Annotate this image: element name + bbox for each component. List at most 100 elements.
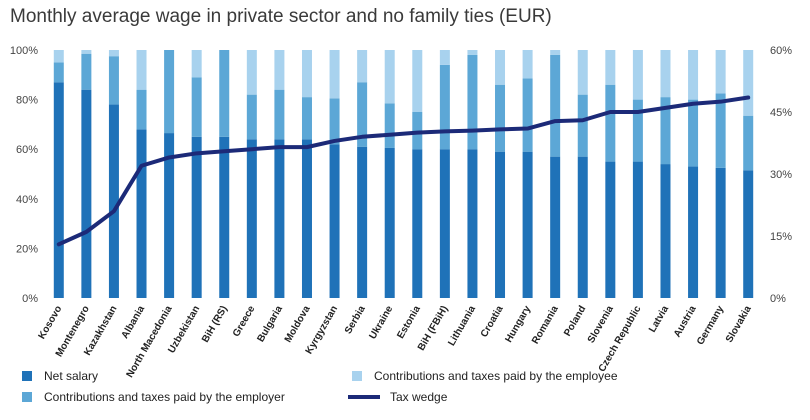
bar-segment-employer	[53, 62, 64, 83]
category-label: Albania	[120, 304, 148, 341]
y-right-tick-label: 30%	[770, 169, 792, 181]
bar-segment-employer	[136, 89, 147, 130]
bar-segment-net-salary	[81, 89, 92, 299]
legend-swatch	[352, 371, 362, 381]
bar-segment-employee	[108, 50, 119, 57]
bar-segment-employer	[191, 77, 202, 137]
bar-segment-employer	[439, 64, 450, 150]
category-label: Slovakia	[724, 304, 754, 345]
category-label: Estonia	[395, 304, 423, 341]
category-label: BiH (RS)	[200, 304, 230, 345]
legend-swatch	[22, 392, 32, 402]
bar-segment-employee	[329, 50, 340, 99]
bar-segment-employee	[632, 50, 643, 100]
bar-segment-employer	[495, 84, 506, 152]
bar-segment-net-salary	[384, 147, 395, 298]
bar-segment-net-salary	[495, 151, 506, 298]
bar-segment-employee	[605, 50, 616, 85]
bar-segment-employer	[219, 50, 230, 137]
tax-wedge-line	[56, 95, 751, 247]
bar-segment-employee	[301, 50, 312, 98]
bar-segment-employee	[274, 50, 285, 90]
y-left-tick-label: 100%	[10, 45, 38, 57]
bar-segment-employer	[688, 99, 699, 167]
bar-segment-employer	[522, 78, 533, 152]
category-label: Hungary	[503, 304, 533, 345]
category-label: Germany	[695, 304, 726, 347]
bar-segment-employee	[357, 50, 368, 83]
bar-segment-employer	[329, 98, 340, 145]
bar-segment-net-salary	[467, 149, 478, 298]
bar-segment-employee	[660, 50, 671, 98]
bar-segment-net-salary	[550, 156, 561, 298]
bar-segment-net-salary	[605, 161, 616, 298]
bar-segment-employer	[632, 99, 643, 162]
legend-label: Contributions and taxes paid by the empl…	[374, 369, 618, 383]
bar-segment-employee	[715, 50, 726, 94]
bar-segment-employer	[81, 53, 92, 90]
category-label: Moldova	[283, 304, 313, 345]
bar-segment-employee	[246, 50, 257, 95]
bar-segment-employer	[467, 54, 478, 150]
bar-segment-employee	[136, 50, 147, 90]
bar-segment-net-salary	[274, 139, 285, 298]
bar-segment-net-salary	[191, 136, 202, 298]
bar-segment-employer	[605, 84, 616, 162]
bar-segment-employee	[439, 50, 450, 65]
bar-segment-net-salary	[164, 133, 175, 298]
category-label: Croatia	[479, 304, 506, 340]
y-left-tick-label: 20%	[16, 243, 38, 255]
y-right-tick-label: 45%	[770, 107, 792, 119]
category-label: Poland	[562, 304, 588, 338]
y-left-tick-label: 0%	[22, 293, 38, 305]
bar-segment-net-salary	[743, 170, 754, 298]
category-label: Greece	[231, 304, 258, 339]
category-label: Austria	[672, 304, 699, 340]
bar-segment-employer	[164, 50, 175, 134]
bar-segment-net-salary	[246, 139, 257, 298]
bar-segment-net-salary	[439, 149, 450, 298]
legend-label: Tax wedge	[390, 390, 448, 404]
bar-segment-employee	[743, 50, 754, 116]
category-label: Latvia	[647, 304, 671, 335]
bar-segment-employer	[274, 89, 285, 140]
bar-segment-net-salary	[412, 149, 423, 298]
bar-segment-net-salary	[357, 146, 368, 298]
category-label: Bulgaria	[255, 304, 285, 345]
chart-title: Monthly average wage in private sector a…	[10, 6, 552, 27]
y-left-tick-label: 80%	[16, 95, 38, 107]
bar-segment-employee	[522, 50, 533, 79]
bar-segment-net-salary	[53, 82, 64, 299]
bar-segment-employee	[467, 50, 478, 55]
bar-segment-employee	[412, 50, 423, 112]
bar-segment-employer	[108, 56, 119, 105]
bar-segment-employee	[53, 50, 64, 63]
bar-segment-net-salary	[136, 129, 147, 298]
bar-segment-employer	[743, 115, 754, 171]
y-left-tick-label: 40%	[16, 194, 38, 206]
bar-segment-net-salary	[522, 151, 533, 298]
bar-segment-employer	[660, 97, 671, 165]
y-left-tick-label: 60%	[16, 144, 38, 156]
bar-segment-employee	[550, 50, 561, 55]
category-label: Kosovo	[37, 304, 65, 341]
bar-segment-net-salary	[577, 156, 588, 298]
category-label: Lithuania	[446, 304, 478, 348]
category-label: Ukraine	[367, 304, 395, 342]
bar-segment-employee	[495, 50, 506, 85]
bar-segment-employer	[577, 94, 588, 157]
bar-segment-employee	[688, 50, 699, 100]
category-label: Serbia	[343, 304, 368, 336]
bar-segment-net-salary	[715, 167, 726, 298]
bar-segment-employer	[246, 94, 257, 140]
bar-segment-net-salary	[660, 164, 671, 298]
y-right-tick-label: 0%	[770, 293, 786, 305]
bar-segment-employer	[301, 97, 312, 140]
bar-segment-net-salary	[688, 166, 699, 298]
bar-segment-employee	[191, 50, 202, 78]
bar-segment-employer	[384, 103, 395, 148]
bar-segment-net-salary	[301, 139, 312, 298]
bar-segment-net-salary	[329, 144, 340, 298]
